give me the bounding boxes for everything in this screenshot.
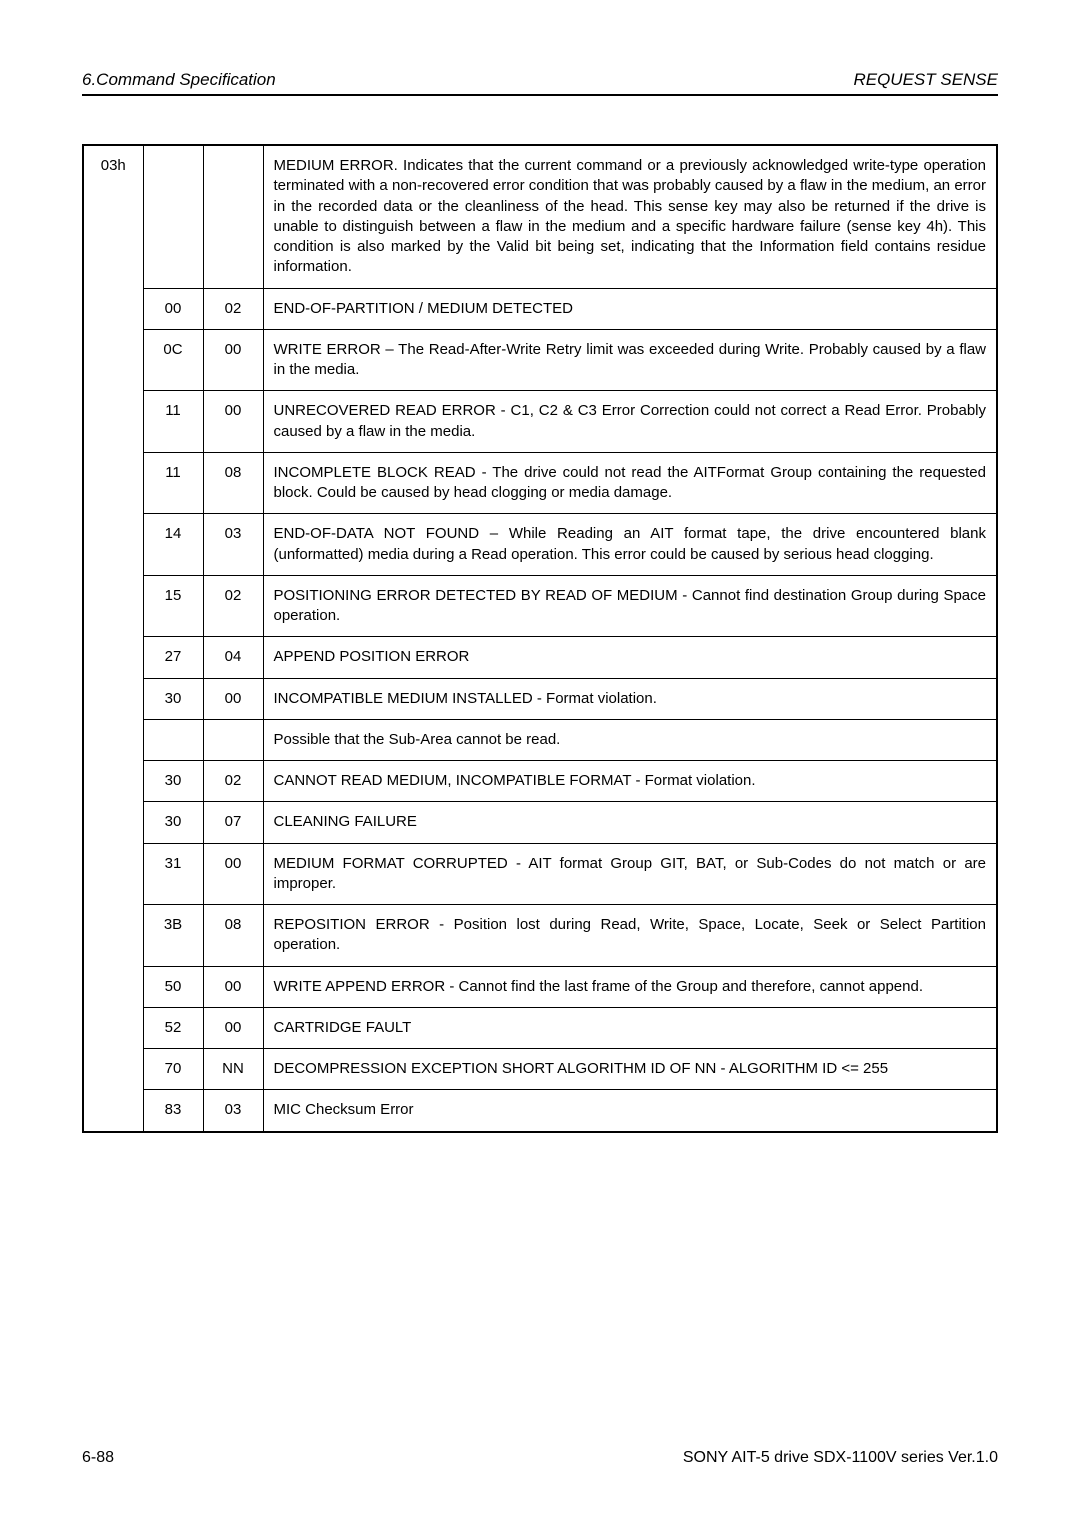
asc-cell: 52	[143, 1007, 203, 1048]
asc-cell: 83	[143, 1090, 203, 1132]
ascq-cell: 08	[203, 905, 263, 967]
asc-cell: 3B	[143, 905, 203, 967]
ascq-cell: 00	[203, 1007, 263, 1048]
table-row: 30 07 CLEANING FAILURE	[83, 802, 997, 843]
desc-cell: Possible that the Sub-Area cannot be rea…	[263, 719, 997, 760]
table-row: 03h MEDIUM ERROR. Indicates that the cur…	[83, 145, 997, 288]
desc-cell: CLEANING FAILURE	[263, 802, 997, 843]
header-right: REQUEST SENSE	[853, 70, 998, 90]
desc-cell: END-OF-DATA NOT FOUND – While Reading an…	[263, 514, 997, 576]
asc-cell: 50	[143, 966, 203, 1007]
ascq-cell	[203, 145, 263, 288]
desc-cell: MEDIUM ERROR. Indicates that the current…	[263, 145, 997, 288]
table-row: 52 00 CARTRIDGE FAULT	[83, 1007, 997, 1048]
asc-cell: 30	[143, 678, 203, 719]
desc-cell: MIC Checksum Error	[263, 1090, 997, 1132]
table-row: 31 00 MEDIUM FORMAT CORRUPTED - AIT form…	[83, 843, 997, 905]
header-left: 6.Command Specification	[82, 70, 276, 90]
table-row: 30 02 CANNOT READ MEDIUM, INCOMPATIBLE F…	[83, 761, 997, 802]
asc-cell: 0C	[143, 329, 203, 391]
page-footer: 6-88 SONY AIT-5 drive SDX-1100V series V…	[82, 1449, 998, 1467]
table-row: 70 NN DECOMPRESSION EXCEPTION SHORT ALGO…	[83, 1049, 997, 1090]
table-row: 00 02 END-OF-PARTITION / MEDIUM DETECTED	[83, 288, 997, 329]
ascq-cell: 00	[203, 966, 263, 1007]
asc-cell: 70	[143, 1049, 203, 1090]
desc-cell: CANNOT READ MEDIUM, INCOMPATIBLE FORMAT …	[263, 761, 997, 802]
table-row: 11 08 INCOMPLETE BLOCK READ - The drive …	[83, 452, 997, 514]
asc-cell: 27	[143, 637, 203, 678]
ascq-cell: 03	[203, 514, 263, 576]
table-row: 83 03 MIC Checksum Error	[83, 1090, 997, 1132]
sense-table: 03h MEDIUM ERROR. Indicates that the cur…	[82, 144, 998, 1133]
sense-key-cell: 03h	[83, 145, 143, 1132]
ascq-cell: 08	[203, 452, 263, 514]
asc-cell: 15	[143, 575, 203, 637]
table-row: 27 04 APPEND POSITION ERROR	[83, 637, 997, 678]
ascq-cell: 02	[203, 575, 263, 637]
desc-cell: APPEND POSITION ERROR	[263, 637, 997, 678]
footer-right: SONY AIT-5 drive SDX-1100V series Ver.1.…	[683, 1449, 998, 1467]
desc-cell: WRITE ERROR – The Read-After-Write Retry…	[263, 329, 997, 391]
table-row: 0C 00 WRITE ERROR – The Read-After-Write…	[83, 329, 997, 391]
ascq-cell: 02	[203, 761, 263, 802]
desc-cell: CARTRIDGE FAULT	[263, 1007, 997, 1048]
asc-cell	[143, 719, 203, 760]
asc-cell: 30	[143, 761, 203, 802]
desc-cell: WRITE APPEND ERROR - Cannot find the las…	[263, 966, 997, 1007]
asc-cell: 30	[143, 802, 203, 843]
ascq-cell: 00	[203, 843, 263, 905]
asc-cell: 31	[143, 843, 203, 905]
desc-cell: DECOMPRESSION EXCEPTION SHORT ALGORITHM …	[263, 1049, 997, 1090]
table-row: 3B 08 REPOSITION ERROR - Position lost d…	[83, 905, 997, 967]
asc-cell: 14	[143, 514, 203, 576]
ascq-cell: 00	[203, 678, 263, 719]
table-row: 50 00 WRITE APPEND ERROR - Cannot find t…	[83, 966, 997, 1007]
desc-cell: POSITIONING ERROR DETECTED BY READ OF ME…	[263, 575, 997, 637]
page-header: 6.Command Specification REQUEST SENSE	[82, 70, 998, 96]
ascq-cell: 07	[203, 802, 263, 843]
table-row: 30 00 INCOMPATIBLE MEDIUM INSTALLED - Fo…	[83, 678, 997, 719]
desc-cell: MEDIUM FORMAT CORRUPTED - AIT format Gro…	[263, 843, 997, 905]
table-row: 11 00 UNRECOVERED READ ERROR - C1, C2 & …	[83, 391, 997, 453]
desc-cell: UNRECOVERED READ ERROR - C1, C2 & C3 Err…	[263, 391, 997, 453]
asc-cell: 11	[143, 452, 203, 514]
ascq-cell: 03	[203, 1090, 263, 1132]
ascq-cell	[203, 719, 263, 760]
footer-left: 6-88	[82, 1449, 114, 1467]
ascq-cell: 00	[203, 329, 263, 391]
desc-cell: REPOSITION ERROR - Position lost during …	[263, 905, 997, 967]
asc-cell	[143, 145, 203, 288]
desc-cell: END-OF-PARTITION / MEDIUM DETECTED	[263, 288, 997, 329]
ascq-cell: NN	[203, 1049, 263, 1090]
ascq-cell: 04	[203, 637, 263, 678]
ascq-cell: 02	[203, 288, 263, 329]
ascq-cell: 00	[203, 391, 263, 453]
table-row: Possible that the Sub-Area cannot be rea…	[83, 719, 997, 760]
desc-cell: INCOMPLETE BLOCK READ - The drive could …	[263, 452, 997, 514]
desc-cell: INCOMPATIBLE MEDIUM INSTALLED - Format v…	[263, 678, 997, 719]
table-row: 14 03 END-OF-DATA NOT FOUND – While Read…	[83, 514, 997, 576]
asc-cell: 11	[143, 391, 203, 453]
table-row: 15 02 POSITIONING ERROR DETECTED BY READ…	[83, 575, 997, 637]
asc-cell: 00	[143, 288, 203, 329]
